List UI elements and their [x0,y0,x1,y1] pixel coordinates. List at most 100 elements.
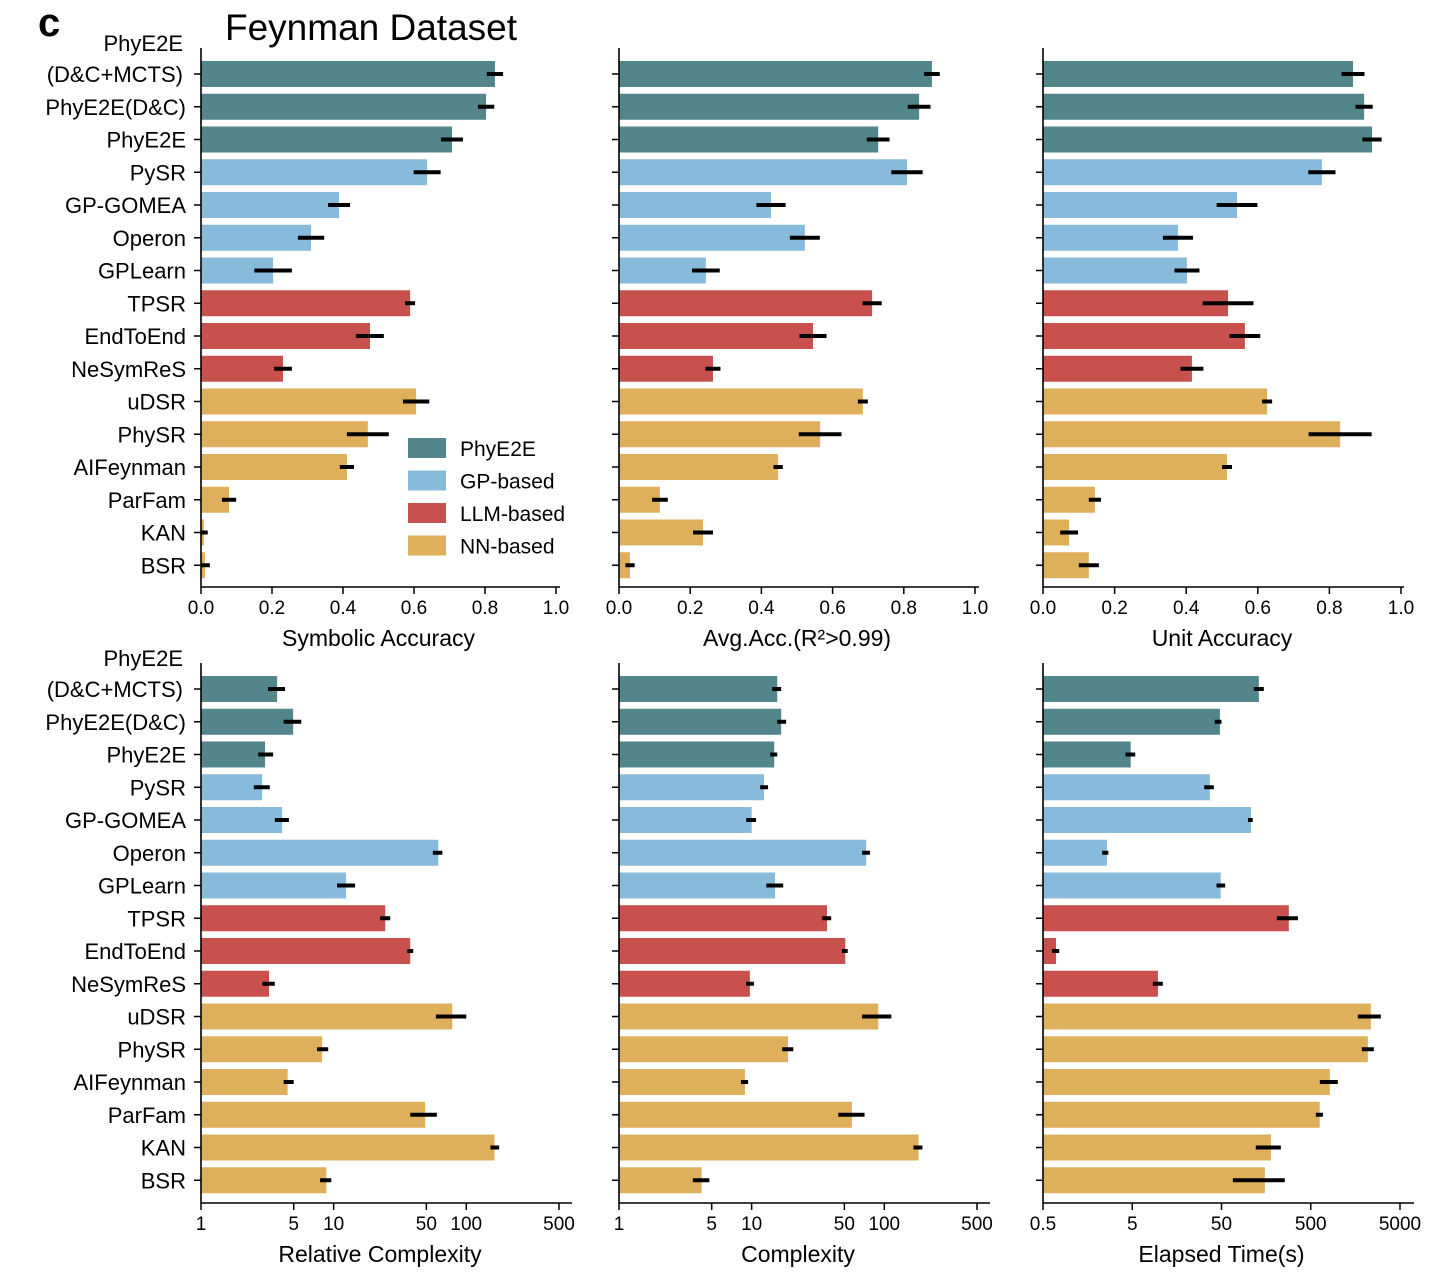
bar-operon [1043,839,1107,866]
y-tick-label: (D&C+MCTS) [47,677,183,702]
bar-physr [619,421,821,448]
bar-udsr [619,1003,879,1030]
x-tick-label: 0.8 [472,598,498,619]
bar-phye2e [201,741,266,768]
bar-bsr [201,1167,327,1194]
bar-parfam [1043,1101,1320,1128]
bar-pysr [201,159,428,186]
bar-kan [619,1134,919,1161]
y-tick-label: ParFam [108,488,186,513]
bar-endtoend [1043,323,1245,349]
y-tick-label: EndToEnd [84,939,186,964]
y-tick-label: KAN [141,1136,186,1161]
y-tick-label: BSR [141,1168,186,1193]
bar-aifeynman [201,454,347,480]
bar-phye2e-d-c- [1043,708,1220,735]
bar-gp-gomea [201,807,283,833]
x-tick-label: 0.4 [748,598,775,619]
x-tick-label: 0.8 [1316,598,1342,619]
x-tick-label: 0.2 [1101,598,1127,619]
x-tick-label: 0.5 [1030,1214,1056,1235]
bar-physr [201,1036,323,1063]
x-tick-label: 0.2 [259,598,285,619]
subplot-symbolic-accuracy: PhyE2E (D&C+MCTS) PhyE2E(D&C) PhyE2E PySR GP-… [45,31,569,651]
subplot-complexity: 1 5 10 50 100 500 Complexity [612,663,993,1267]
bar-phye2e-d-c- [201,708,294,735]
bar-phye2e-d-c- [201,93,487,120]
y-tick-label: BSR [141,553,186,578]
bar-phye2e-d-c- [619,93,920,120]
bar-physr [1043,1036,1368,1063]
y-tick-label: PhyE2E(D&C) [45,710,186,735]
bar-tpsr [1043,290,1229,317]
bar-nesymres [619,970,750,997]
bar-tpsr [619,905,828,932]
y-tick-label: TPSR [127,906,186,931]
bar-pysr [619,774,765,801]
bar-endtoend [201,323,370,349]
bar-operon [619,839,867,866]
bar-operon [201,224,312,251]
y-tick-label: PhyE2E [107,128,187,153]
x-tick-label: 1 [614,1214,625,1235]
x-tick-label: 0.4 [330,598,357,619]
bar-gp-gomea [1043,807,1251,833]
y-tick-label: AIFeynman [74,1070,187,1095]
panel-letter: c [38,1,60,45]
bar-gp-gomea [201,192,340,218]
bar-phye2e-d-c-mcts- [1043,61,1354,87]
bar-phye2e-d-c-mcts- [201,61,495,87]
bar-aifeynman [1043,454,1228,480]
bar-gplearn [619,872,776,899]
legend-label: GP-based [460,471,555,494]
bar-tpsr [619,290,873,317]
bar-kan [1043,1134,1271,1161]
x-tick-label: 5 [706,1214,717,1235]
x-tick-label: 10 [323,1214,344,1235]
y-tick-label: GPLearn [98,874,186,899]
bar-parfam [201,1101,426,1128]
x-tick-label: 50 [416,1214,437,1235]
bar-gp-gomea [619,807,752,833]
bar-kan [619,519,704,546]
y-tick-label: uDSR [127,390,186,415]
y-tick-label: EndToEnd [84,324,186,349]
x-axis-label: Complexity [741,1241,855,1267]
subplot-avg-acc-r-0-99-: 0.0 0.2 0.4 0.6 0.8 1.0 Avg.Acc.(R²>0.99) [606,48,988,651]
x-axis-label: Relative Complexity [278,1241,482,1267]
y-tick-label: TPSR [127,291,186,316]
x-tick-label: 0.0 [1030,598,1056,619]
x-tick-label: 100 [450,1214,482,1235]
bar-tpsr [201,290,411,317]
x-tick-label: 50 [1211,1214,1232,1235]
bar-parfam [619,1101,852,1128]
x-tick-label: 0.6 [401,598,427,619]
x-tick-label: 1 [196,1214,207,1235]
x-axis-label: Unit Accuracy [1152,625,1293,651]
bar-udsr [619,388,863,415]
y-tick-label: PhyE2E [104,646,184,671]
x-tick-label: 0.2 [677,598,703,619]
legend-label: PhyE2E [460,438,536,461]
x-tick-label: 500 [1295,1214,1327,1235]
bar-pysr [1043,774,1210,801]
x-tick-label: 100 [868,1214,900,1235]
bar-physr [201,421,368,448]
x-tick-label: 0.4 [1173,598,1200,619]
bar-gplearn [619,257,706,284]
bar-phye2e [1043,741,1131,768]
y-tick-label: PySR [130,775,186,800]
y-tick-label: uDSR [127,1005,186,1030]
bar-phye2e [619,126,879,153]
x-tick-label: 0.6 [819,598,845,619]
y-tick-label: KAN [141,521,186,546]
bar-phye2e-d-c- [619,708,782,735]
legend-label: LLM-based [460,503,565,526]
bar-endtoend [1043,938,1057,964]
bar-udsr [1043,388,1268,415]
bar-aifeynman [201,1069,288,1095]
bar-gplearn [201,872,347,899]
bar-pysr [1043,159,1322,186]
legend-swatch [408,503,446,523]
x-tick-label: 0.0 [606,598,632,619]
